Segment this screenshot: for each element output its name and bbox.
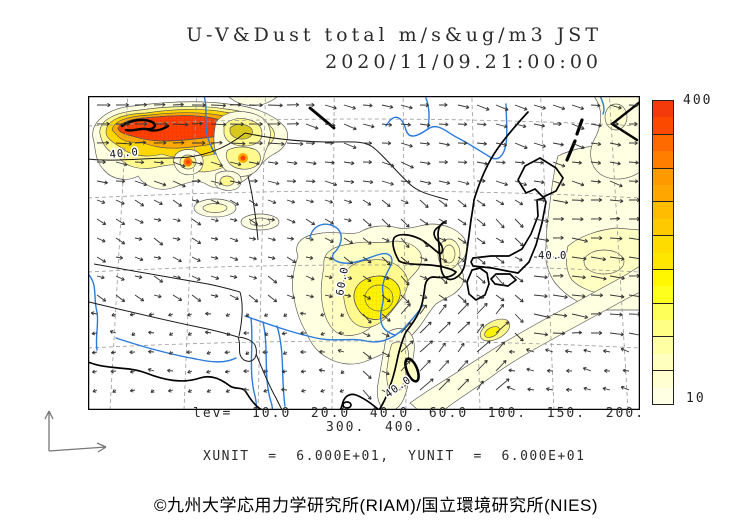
contour-label: 40.0 <box>109 146 139 161</box>
country-borders <box>87 132 449 411</box>
plume-400-contour <box>120 118 170 132</box>
colorbar-segment <box>653 252 673 270</box>
colorbar-max-label: 400 <box>683 93 713 108</box>
chart-timestamp: 2020/11/09.21:00:00 <box>325 51 602 73</box>
colorbar-segment <box>653 134 673 152</box>
x-axis-arrow <box>48 442 107 453</box>
colorbar-segment <box>653 353 673 372</box>
coast-taiwan <box>404 357 420 383</box>
map-canvas: 40.060.040.040.0 <box>87 95 645 414</box>
coast-honshu <box>470 197 547 274</box>
contour-levels-line1: lev= 10.0 20.0 40.0 60.0 100. 150. 200. <box>193 406 646 421</box>
colorbar-segment <box>653 236 673 253</box>
contour-label: 40.0 <box>538 250 567 262</box>
colorbar-segment <box>653 371 673 388</box>
chart-title: U-V&Dust total m/s&ug/m3 JST <box>186 24 602 46</box>
colorbar-segment <box>653 269 673 287</box>
colorbar-min-label: 10 <box>686 391 706 406</box>
colorbar-segment <box>653 286 673 304</box>
coast-shikoku <box>490 273 517 287</box>
colorbar-segment <box>653 218 673 237</box>
coast-india <box>87 361 263 411</box>
copyright-text: ©九州大学応用力学研究所(RIAM)/国立環境研究所(NIES) <box>153 496 599 515</box>
graticule-grid <box>87 95 641 411</box>
colorbar-segment <box>653 151 673 169</box>
vector-units-label: XUNIT = 6.000E+01, YUNIT = 6.000E+01 <box>203 449 586 464</box>
map-panel: 40.0 60.0 40.0 40.0 <box>87 95 645 414</box>
colorbar-segment <box>653 101 673 118</box>
colorbar-segment <box>653 117 673 135</box>
axes-indicator <box>44 410 107 453</box>
wind-vector-arrows <box>90 102 645 400</box>
coast-south-china <box>339 393 380 411</box>
y-axis-arrow <box>44 410 54 451</box>
coast-china <box>378 221 457 411</box>
colorbar <box>652 100 674 405</box>
map-frame <box>87 95 641 411</box>
colorbar-segment <box>653 168 673 185</box>
colorbar-segment <box>653 320 673 338</box>
colorbar-segment <box>653 337 673 354</box>
coastlines <box>87 111 564 411</box>
colorbar-segment <box>653 387 673 405</box>
colorbar-segment <box>653 184 673 203</box>
coast-hainan <box>342 401 352 409</box>
colorbar-segment <box>653 303 673 321</box>
coast-primorye <box>470 111 529 221</box>
contour-levels-line2: 300. 400. <box>326 420 425 435</box>
coast-hokkaido <box>517 157 564 198</box>
coast-kyushu <box>466 267 490 301</box>
colorbar-segment <box>653 202 673 219</box>
